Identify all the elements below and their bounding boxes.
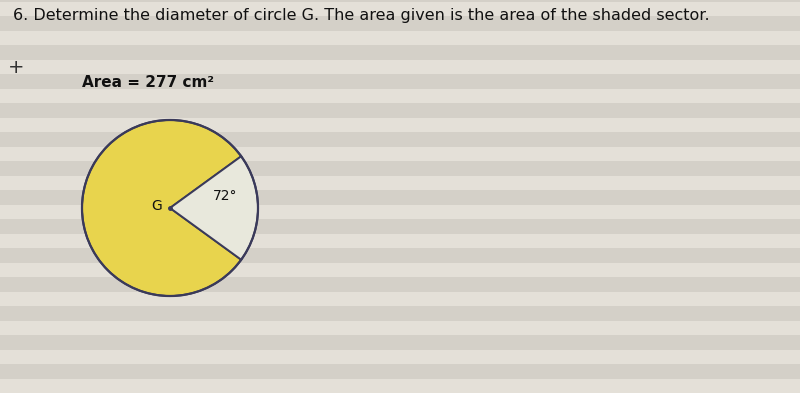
Bar (0, 248, 800, 263)
Bar (0, 132, 800, 147)
Wedge shape (170, 156, 258, 260)
Bar (0, 292, 800, 306)
Bar (0, 190, 800, 204)
Wedge shape (82, 120, 241, 296)
Bar (0, 88, 800, 103)
Bar (0, 59, 800, 74)
Bar (0, 378, 800, 393)
Bar (0, 161, 800, 176)
Bar (0, 335, 800, 349)
Text: 72°: 72° (213, 189, 238, 203)
Text: 6. Determine the diameter of circle G. The area given is the area of the shaded : 6. Determine the diameter of circle G. T… (13, 8, 710, 23)
Bar (0, 147, 800, 161)
Bar (0, 306, 800, 321)
Bar (0, 349, 800, 364)
Text: +: + (8, 58, 25, 77)
Bar (0, 74, 800, 88)
Bar (0, 176, 800, 190)
Bar (0, 204, 800, 219)
Text: G: G (151, 199, 162, 213)
Bar (0, 103, 800, 118)
Bar (0, 263, 800, 277)
Text: Area = 277 cm²: Area = 277 cm² (82, 75, 214, 90)
Bar (0, 16, 800, 31)
Bar (0, 321, 800, 335)
Bar (0, 2, 800, 16)
Bar (0, 0, 800, 2)
Bar (0, 118, 800, 132)
Bar (0, 31, 800, 45)
Bar (0, 364, 800, 378)
Bar (0, 277, 800, 292)
Bar (0, 45, 800, 59)
Bar (0, 233, 800, 248)
Bar (0, 219, 800, 233)
